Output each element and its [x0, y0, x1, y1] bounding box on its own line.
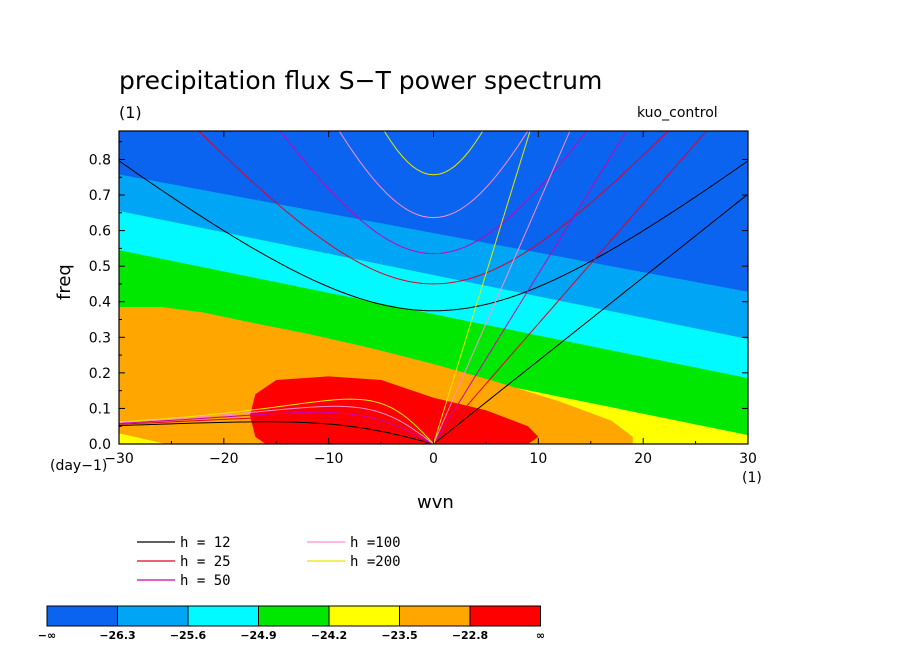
y-tick-label: 0.8: [89, 152, 111, 168]
legend-label-1: h = 25: [180, 554, 231, 570]
rossby-curve-4: [119, 398, 434, 444]
gravity-curve-3: [338, 131, 529, 219]
x-tick-label: −10: [314, 451, 344, 467]
contour-fill-layer: [119, 131, 748, 444]
colorbar-swatch-6: [469, 605, 541, 627]
colorbar-swatch-0: [46, 605, 118, 627]
kelvin-curve-1: [433, 131, 708, 444]
colorbar-label-6: −22.8: [452, 629, 488, 642]
gravity-curve-4: [383, 131, 484, 176]
colorbar-label-3: −24.9: [240, 629, 276, 642]
colorbar-swatch-3: [258, 605, 330, 627]
x-tick-label: −20: [209, 451, 239, 467]
x-axis-unit-right: (1): [742, 470, 762, 486]
legend-label-2: h = 50: [180, 573, 231, 589]
rossby-curve-1: [119, 416, 434, 444]
x-tick-label: 0: [429, 451, 438, 467]
y-tick-label: 0.4: [89, 295, 111, 311]
chart-title: precipitation flux S−T power spectrum: [119, 66, 603, 95]
colorbar-label-4: −24.2: [311, 629, 347, 642]
y-tick-label: 0.6: [89, 224, 111, 240]
colorbar-label-0: −∞: [38, 629, 56, 642]
kelvin-curve-0: [433, 193, 748, 444]
colorbar-label-5: −23.5: [381, 629, 417, 642]
x-tick-label: −30: [104, 451, 134, 467]
colorbar-label-1: −26.3: [99, 629, 135, 642]
colorbar-label-2: −25.6: [170, 629, 207, 642]
y-tick-label: 0.7: [89, 188, 111, 204]
band-level-5: [119, 307, 633, 444]
dispersion-curve-layer: [119, 131, 748, 444]
kelvin-curve-4: [433, 131, 531, 444]
y-tick-label: 0.3: [89, 330, 111, 346]
gravity-curve-0: [119, 160, 748, 312]
x-tick-label: 10: [529, 451, 547, 467]
y-tick-label: 0.5: [89, 259, 111, 275]
colorbar-swatch-4: [328, 605, 400, 627]
axes-layer: 0.0 0.1 0.2 0.3 0.4 0.5 0.6 0.7 0.8 −30 −20 −10 0 10 2…: [89, 130, 757, 467]
x-tick-label: 20: [634, 451, 652, 467]
gravity-curve-2: [279, 131, 588, 255]
kelvin-curve-3: [433, 131, 571, 444]
band-level-6: [250, 376, 539, 444]
rossby-curve-0: [119, 421, 434, 444]
run-label: kuo_control: [637, 105, 718, 121]
y-tick-label: 0.0: [89, 437, 111, 453]
legend-label-4: h =200: [350, 554, 401, 570]
colorbar-swatch-1: [117, 605, 189, 627]
x-tick-label: 30: [739, 451, 757, 467]
colorbar-label-7: ∞: [536, 629, 545, 642]
rossby-curve-2: [119, 411, 434, 444]
colorbar-swatch-2: [187, 605, 259, 627]
colorbar: −∞ −26.3 −25.6 −24.9 −24.2 −23.5 −22.8 ∞: [38, 605, 545, 642]
legend-label-0: h = 12: [180, 535, 231, 551]
x-axis-label: wvn: [417, 492, 454, 513]
legend: h = 12 h = 25 h = 50 h =100 h =200: [137, 535, 401, 589]
y-tick-label: 0.2: [89, 366, 111, 382]
rossby-curve-3: [119, 405, 434, 444]
colorbar-swatch-5: [399, 605, 471, 627]
legend-label-3: h =100: [350, 535, 401, 551]
x-axis-unit-left: (day−1): [50, 458, 108, 474]
y-tick-label: 0.1: [89, 401, 111, 417]
y-axis-label: freq: [54, 264, 75, 300]
chart-subtitle-unit: (1): [119, 103, 142, 122]
gravity-curve-1: [198, 131, 669, 285]
kelvin-curve-2: [433, 131, 628, 444]
